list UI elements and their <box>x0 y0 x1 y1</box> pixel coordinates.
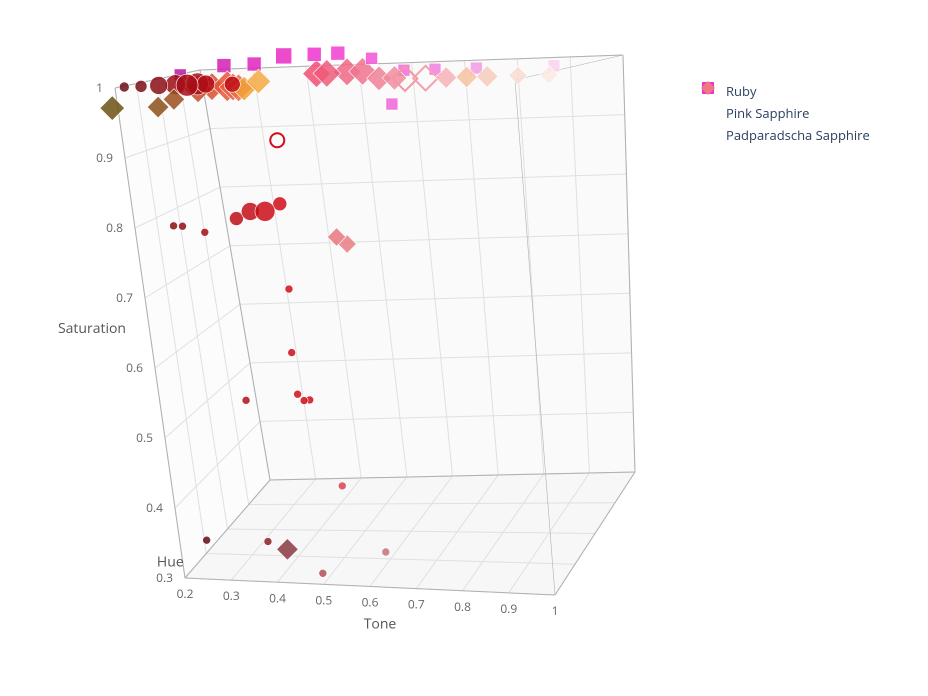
legend-item-ruby[interactable]: Ruby <box>700 80 870 102</box>
svg-text:1: 1 <box>552 602 559 619</box>
svg-text:0.5: 0.5 <box>136 429 153 446</box>
svg-text:Tone: Tone <box>364 615 397 634</box>
svg-text:1: 1 <box>96 79 103 96</box>
svg-text:0.7: 0.7 <box>116 289 133 306</box>
legend-swatch-pink-sapphire <box>700 105 716 121</box>
legend: Ruby Pink Sapphire Padparadscha Sapphire <box>700 80 870 146</box>
legend-item-padparadscha[interactable]: Padparadscha Sapphire <box>700 124 870 146</box>
legend-swatch-padparadscha <box>700 127 716 143</box>
svg-text:Saturation: Saturation <box>58 319 126 338</box>
svg-text:0.6: 0.6 <box>126 359 143 376</box>
legend-label: Pink Sapphire <box>726 104 809 122</box>
svg-text:0.3: 0.3 <box>156 569 173 586</box>
svg-text:0.9: 0.9 <box>500 600 517 617</box>
legend-label: Ruby <box>726 82 756 100</box>
svg-text:0.4: 0.4 <box>146 499 163 516</box>
svg-text:0.5: 0.5 <box>315 591 332 608</box>
legend-label: Padparadscha Sapphire <box>726 126 870 144</box>
svg-text:0.9: 0.9 <box>96 149 113 166</box>
chart-3d-scatter[interactable]: 0.30.40.50.60.70.80.910.20.30.40.50.60.7… <box>0 0 928 696</box>
svg-text:0.7: 0.7 <box>408 596 425 613</box>
legend-item-pink-sapphire[interactable]: Pink Sapphire <box>700 102 870 124</box>
svg-text:0.3: 0.3 <box>223 587 240 604</box>
svg-text:0.8: 0.8 <box>454 598 471 615</box>
svg-text:0.4: 0.4 <box>269 589 286 606</box>
svg-text:0.2: 0.2 <box>177 585 194 602</box>
svg-text:0.6: 0.6 <box>362 594 379 611</box>
svg-text:Hue: Hue <box>157 552 184 571</box>
svg-text:0.8: 0.8 <box>106 219 123 236</box>
